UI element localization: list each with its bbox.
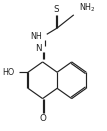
Text: N: N	[35, 44, 42, 53]
Text: S: S	[53, 5, 59, 14]
Text: HO: HO	[2, 68, 15, 77]
Text: O: O	[39, 114, 46, 123]
Text: NH$_2$: NH$_2$	[80, 2, 96, 14]
Text: NH: NH	[30, 32, 42, 41]
